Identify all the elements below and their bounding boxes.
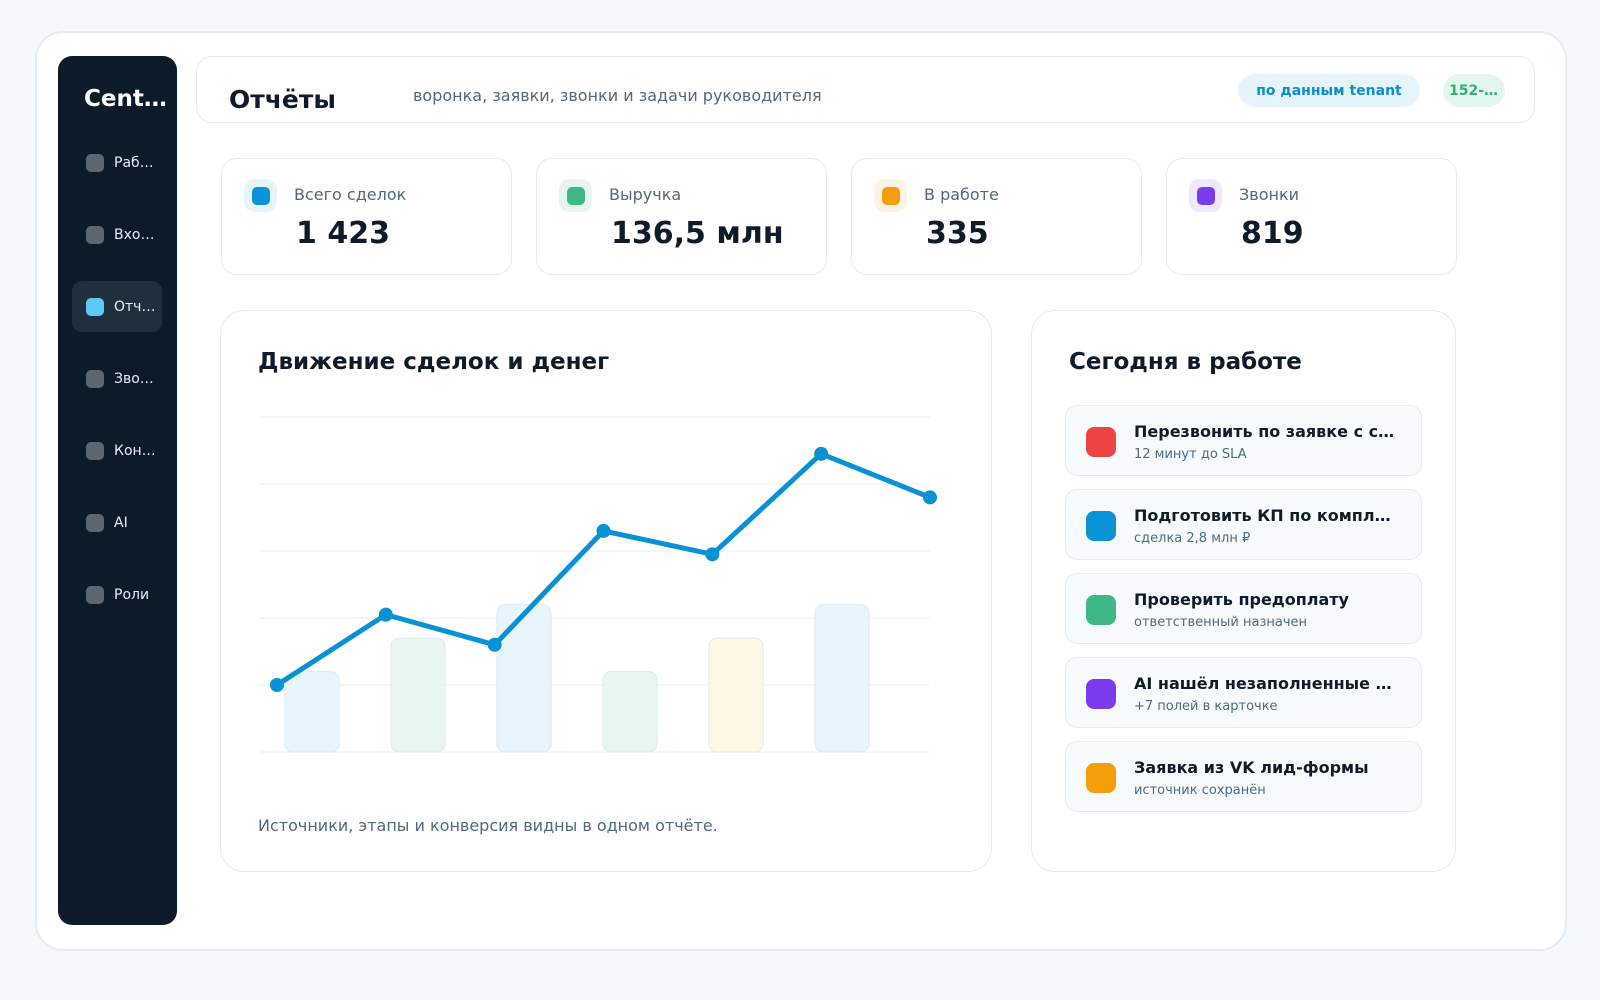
chart-point: [705, 547, 720, 562]
page-subtitle: воронка, заявки, звонки и задачи руковод…: [413, 86, 822, 105]
chart-bar: [814, 604, 870, 753]
tasks-title: Сегодня в работе: [1069, 349, 1302, 375]
deals-money-chart: [260, 416, 937, 753]
task-status-icon: [1086, 511, 1116, 541]
sidebar: CentrAI Работа Входящие Отчёты Звонки Ко…: [58, 56, 177, 925]
task-title: Подготовить КП по комплекту: [1134, 506, 1399, 525]
chart-point: [378, 607, 393, 622]
chart-bar: [284, 671, 340, 753]
chart-title: Движение сделок и денег: [258, 349, 610, 375]
task-status-icon: [1086, 595, 1116, 625]
content-icon: [86, 441, 104, 460]
page-header: Отчёты воронка, заявки, звонки и задачи …: [196, 56, 1535, 123]
task-subtitle: +7 полей в карточке: [1134, 699, 1278, 714]
kpi-value: 1 423: [296, 216, 390, 251]
chart-point: [596, 523, 611, 538]
task-status-icon: [1086, 427, 1116, 457]
task-status-icon: [1086, 763, 1116, 793]
page-title: Отчёты: [229, 85, 336, 114]
kpi-value: 819: [1241, 216, 1304, 251]
task-subtitle: ответственный назначен: [1134, 615, 1308, 630]
kpi-icon-bg: [559, 179, 592, 212]
sidebar-item-label: Отчёты: [114, 298, 162, 315]
chart-point: [270, 678, 284, 692]
task-title: Проверить предоплату: [1134, 590, 1349, 609]
kpi-icon-bg: [874, 179, 907, 212]
sidebar-item-roles[interactable]: Роли: [72, 569, 162, 620]
phone-badge[interactable]: 152-...: [1443, 74, 1505, 107]
kpi-value: 335: [926, 216, 989, 251]
task-item[interactable]: Проверить предоплату ответственный назна…: [1065, 573, 1422, 644]
brand-logo: CentrAI: [84, 86, 170, 112]
chart-point: [487, 637, 502, 652]
chart-bar: [496, 604, 552, 753]
task-subtitle: сделка 2,8 млн ₽: [1134, 531, 1251, 546]
sidebar-item-label: Работа: [114, 154, 162, 171]
chart-panel: Движение сделок и денег Источники, этапы…: [220, 310, 992, 872]
sidebar-item-work[interactable]: Работа: [72, 137, 162, 188]
task-item[interactable]: Заявка из VK лид-формы источник сохранён: [1065, 741, 1422, 812]
reports-icon: [86, 297, 104, 316]
calls-icon: [1196, 186, 1215, 205]
task-subtitle: 12 минут до SLA: [1134, 447, 1247, 462]
sidebar-item-label: Контент: [114, 442, 162, 459]
kpi-label: Всего сделок: [294, 185, 407, 204]
task-title: AI нашёл незаполненные поля: [1134, 674, 1399, 693]
kpi-label: Звонки: [1239, 185, 1299, 204]
tasks-panel: Сегодня в работе Перезвонить по заявке с…: [1031, 310, 1456, 872]
tenant-badge[interactable]: по данным tenant: [1238, 74, 1420, 107]
chart-point: [923, 490, 937, 505]
kpi-card-in-progress: В работе 335: [851, 158, 1142, 275]
chart-footer: Источники, этапы и конверсия видны в одн…: [258, 816, 718, 835]
sidebar-item-calls[interactable]: Звонки: [72, 353, 162, 404]
chart-point: [814, 446, 829, 461]
chart-bar: [602, 671, 658, 753]
in-progress-icon: [881, 186, 900, 205]
sidebar-item-ai[interactable]: AI: [72, 497, 162, 548]
kpi-icon-bg: [1189, 179, 1222, 212]
kpi-label: В работе: [924, 185, 999, 204]
kpi-card-calls: Звонки 819: [1166, 158, 1457, 275]
revenue-icon: [566, 186, 585, 205]
inbox-icon: [86, 225, 104, 244]
task-subtitle: источник сохранён: [1134, 783, 1266, 798]
chart-bar: [708, 637, 764, 753]
kpi-card-revenue: Выручка 136,5 млн: [536, 158, 827, 275]
sidebar-item-content[interactable]: Контент: [72, 425, 162, 476]
kpi-icon-bg: [244, 179, 277, 212]
task-title: Заявка из VK лид-формы: [1134, 758, 1369, 777]
task-item[interactable]: AI нашёл незаполненные поля +7 полей в к…: [1065, 657, 1422, 728]
task-item[interactable]: Подготовить КП по комплекту сделка 2,8 м…: [1065, 489, 1422, 560]
calls-icon: [86, 369, 104, 388]
sidebar-item-label: AI: [114, 514, 128, 531]
sidebar-item-label: Входящие: [114, 226, 162, 243]
roles-icon: [86, 585, 104, 604]
sidebar-item-reports[interactable]: Отчёты: [72, 281, 162, 332]
sidebar-item-label: Роли: [114, 586, 150, 603]
ai-icon: [86, 513, 104, 532]
deals-icon: [251, 186, 270, 205]
kpi-card-deals: Всего сделок 1 423: [221, 158, 512, 275]
phone-badge-label: 152-...: [1449, 82, 1499, 99]
task-title: Перезвонить по заявке с сайта: [1134, 422, 1399, 441]
kpi-value: 136,5 млн: [611, 216, 784, 251]
task-item[interactable]: Перезвонить по заявке с сайта 12 минут д…: [1065, 405, 1422, 476]
sidebar-item-label: Звонки: [114, 370, 162, 387]
kpi-label: Выручка: [609, 185, 682, 204]
chart-bar: [390, 637, 446, 753]
work-icon: [86, 153, 104, 172]
task-status-icon: [1086, 679, 1116, 709]
sidebar-item-inbox[interactable]: Входящие: [72, 209, 162, 260]
